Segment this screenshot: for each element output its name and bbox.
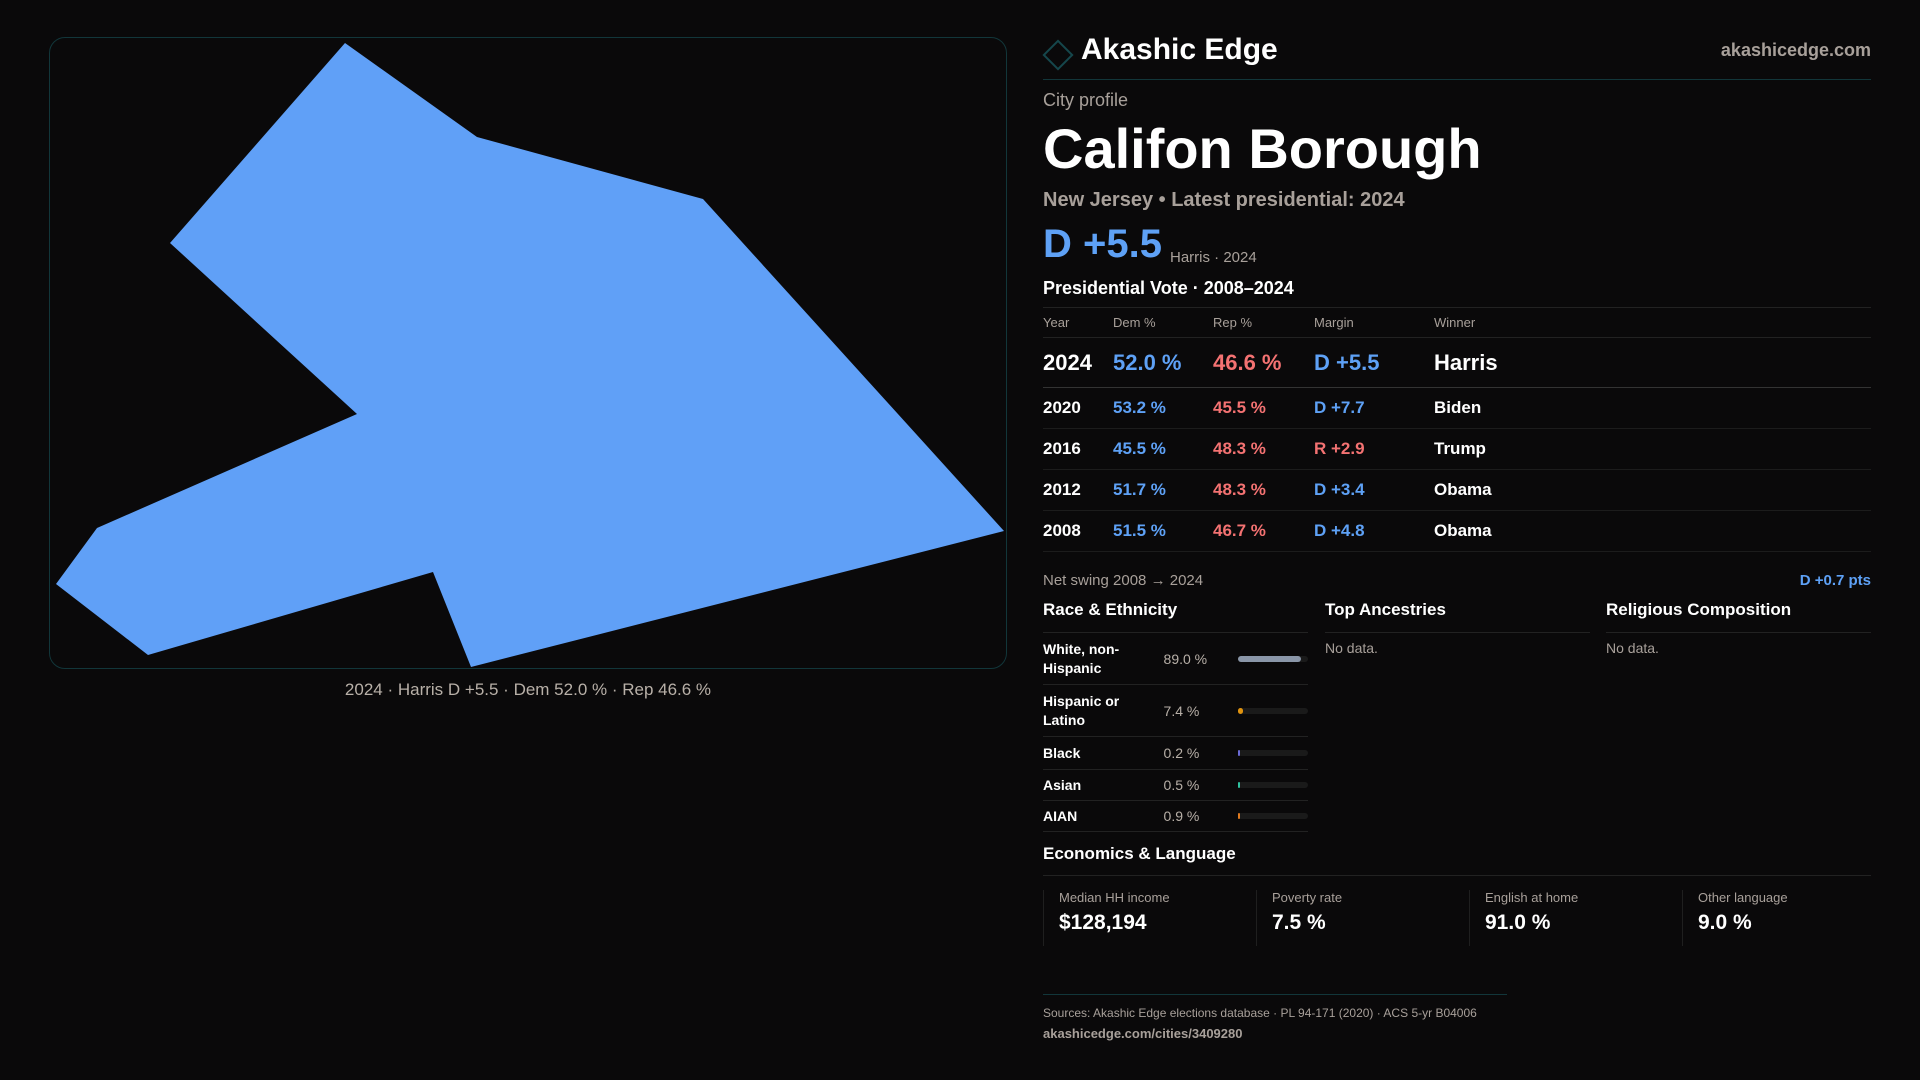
econ-stat: Median HH income $128,194 bbox=[1043, 890, 1256, 946]
header: Akashic Edge akashicedge.com bbox=[1042, 30, 1871, 80]
vote-rep: 45.5 % bbox=[1213, 387, 1314, 429]
stat-label: Poverty rate bbox=[1272, 890, 1343, 905]
race-label: Hispanic or Latino bbox=[1043, 692, 1120, 728]
page-kicker: City profile bbox=[1043, 90, 1129, 110]
race-row: Black 0.2 % bbox=[1043, 737, 1308, 770]
col-winner: Winner bbox=[1434, 307, 1871, 338]
vote-table: Year Dem % Rep % Margin Winner 2024 52.0 … bbox=[1043, 307, 1871, 552]
race-label: AIAN bbox=[1043, 807, 1078, 824]
race-value: 7.4 % bbox=[1163, 702, 1200, 719]
vote-row: 2016 45.5 % 48.3 % R +2.9 Trump bbox=[1043, 428, 1871, 470]
race-title: Race & Ethnicity bbox=[1043, 600, 1308, 633]
headline-margin: D +5.5 bbox=[1043, 222, 1162, 266]
vote-winner: Obama bbox=[1434, 510, 1871, 552]
city-map[interactable] bbox=[49, 37, 1007, 669]
race-row: Hispanic or Latino 7.4 % bbox=[1043, 685, 1308, 737]
vote-rep: 46.7 % bbox=[1213, 510, 1314, 552]
stat-label: Median HH income bbox=[1059, 890, 1170, 905]
vote-margin: D +4.8 bbox=[1314, 510, 1434, 552]
vote-margin: D +3.4 bbox=[1314, 469, 1434, 511]
ancestries-title: Top Ancestries bbox=[1325, 600, 1590, 633]
religion-empty: No data. bbox=[1606, 640, 1659, 656]
vote-dem: 52.0 % bbox=[1113, 337, 1213, 388]
vote-margin: D +7.7 bbox=[1314, 387, 1434, 429]
col-rep: Rep % bbox=[1213, 307, 1314, 338]
ancestries-section: Top Ancestries No data. bbox=[1325, 600, 1590, 656]
ancestries-empty: No data. bbox=[1325, 640, 1378, 656]
vote-row: 2020 53.2 % 45.5 % D +7.7 Biden bbox=[1043, 387, 1871, 429]
margin-note: Harris · 2024 bbox=[1170, 249, 1257, 266]
vote-dem: 45.5 % bbox=[1113, 428, 1213, 470]
vote-winner: Biden bbox=[1434, 387, 1871, 429]
race-label: Black bbox=[1043, 744, 1081, 761]
stat-label: English at home bbox=[1485, 890, 1579, 905]
econ-stat: Poverty rate 7.5 % bbox=[1256, 890, 1469, 946]
vote-row: 2008 51.5 % 46.7 % D +4.8 Obama bbox=[1043, 510, 1871, 552]
vote-year: 2016 bbox=[1043, 428, 1113, 470]
race-bar bbox=[1238, 782, 1308, 788]
sources: Sources: Akashic Edge elections database… bbox=[1043, 1006, 1477, 1020]
vote-row: 2024 52.0 % 46.6 % D +5.5 Harris bbox=[1043, 337, 1871, 388]
vote-margin: R +2.9 bbox=[1314, 428, 1434, 470]
econ-title: Economics & Language bbox=[1043, 844, 1871, 876]
race-bar bbox=[1238, 750, 1308, 756]
vote-year: 2012 bbox=[1043, 469, 1113, 511]
vote-rep: 46.6 % bbox=[1213, 337, 1314, 388]
race-section: Race & Ethnicity White, non-Hispanic 89.0… bbox=[1043, 600, 1308, 832]
swing-label: Net swing 2008 → 2024 bbox=[1043, 572, 1204, 589]
vote-rep: 48.3 % bbox=[1213, 428, 1314, 470]
econ-stat: Other language 9.0 % bbox=[1682, 890, 1895, 946]
econ-stat: English at home 91.0 % bbox=[1469, 890, 1682, 946]
vote-year: 2024 bbox=[1043, 337, 1113, 388]
stat-value: 7.5 % bbox=[1272, 911, 1326, 934]
religion-title: Religious Composition bbox=[1606, 600, 1871, 633]
race-row: White, non-Hispanic 89.0 % bbox=[1043, 633, 1308, 685]
site-link[interactable]: akashicedge.com bbox=[1720, 40, 1871, 60]
col-margin: Margin bbox=[1314, 307, 1434, 338]
race-value: 0.5 % bbox=[1163, 777, 1200, 793]
race-value: 89.0 % bbox=[1163, 650, 1208, 667]
vote-rep: 48.3 % bbox=[1213, 469, 1314, 511]
vote-winner: Harris bbox=[1434, 337, 1871, 388]
vote-year: 2020 bbox=[1043, 387, 1113, 429]
map-caption: 2024 · Harris D +5.5 · Dem 52.0 % · Rep … bbox=[344, 680, 712, 699]
vote-dem: 53.2 % bbox=[1113, 387, 1213, 429]
race-bar bbox=[1238, 655, 1308, 662]
race-value: 0.9 % bbox=[1163, 808, 1200, 824]
vote-dem: 51.5 % bbox=[1113, 510, 1213, 552]
subtitle: New Jersey • Latest presidential: 2024 bbox=[1043, 189, 1405, 211]
religion-section: Religious Composition No data. bbox=[1606, 600, 1871, 656]
stat-value: 91.0 % bbox=[1485, 911, 1551, 934]
vote-row: 2012 51.7 % 48.3 % D +3.4 Obama bbox=[1043, 469, 1871, 511]
page-title: Califon Borough bbox=[1043, 117, 1482, 180]
swing-value: D +0.7 pts bbox=[1799, 572, 1871, 589]
stat-value: 9.0 % bbox=[1698, 911, 1752, 934]
vote-dem: 51.7 % bbox=[1113, 469, 1213, 511]
vote-winner: Obama bbox=[1434, 469, 1871, 511]
stat-value: $128,194 bbox=[1059, 911, 1147, 934]
race-label: Asian bbox=[1043, 776, 1082, 793]
col-dem: Dem % bbox=[1113, 307, 1213, 338]
vote-winner: Trump bbox=[1434, 428, 1871, 470]
race-label: White, non-Hispanic bbox=[1043, 640, 1120, 676]
city-boundary-shape bbox=[56, 43, 1004, 667]
city-url[interactable]: akashicedge.com/cities/3409280 bbox=[1043, 1026, 1243, 1041]
diamond-logo-icon bbox=[1042, 39, 1074, 71]
col-year: Year bbox=[1043, 307, 1113, 338]
brand-name: Akashic Edge bbox=[1081, 33, 1278, 66]
vote-year: 2008 bbox=[1043, 510, 1113, 552]
votes-title: Presidential Vote · 2008–2024 bbox=[1043, 278, 1294, 298]
race-row: AIAN 0.9 % bbox=[1043, 801, 1308, 832]
stat-label: Other language bbox=[1698, 890, 1788, 905]
race-bar bbox=[1238, 813, 1308, 819]
vote-margin: D +5.5 bbox=[1314, 337, 1434, 388]
race-row: Asian 0.5 % bbox=[1043, 770, 1308, 801]
race-bar bbox=[1238, 707, 1308, 714]
race-value: 0.2 % bbox=[1163, 745, 1200, 761]
